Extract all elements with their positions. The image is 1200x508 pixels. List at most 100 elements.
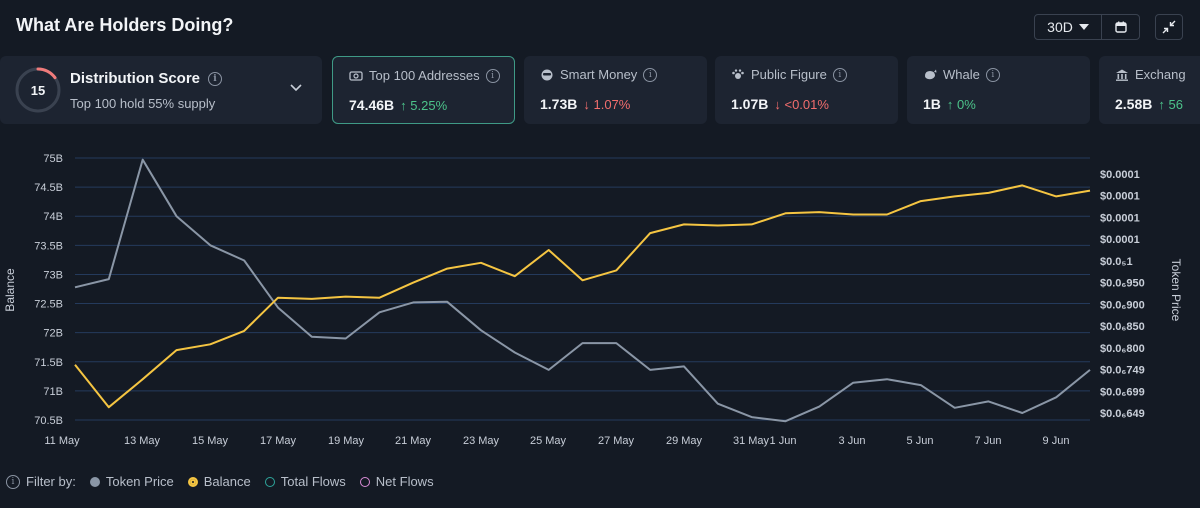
y-tick-label: 74.5B <box>34 182 63 194</box>
card-exchange[interactable]: Exchang 2.58B ↑ 56 <box>1099 56 1200 124</box>
collapse-button[interactable] <box>1155 14 1183 40</box>
x-tick-label: 9 Jun <box>1043 435 1070 447</box>
arrow-down-icon: ↓ <box>583 97 590 112</box>
y2-tick-label: $0.0₆649 <box>1100 408 1145 420</box>
x-tick-label: 29 May <box>666 435 703 447</box>
y2-tick-label: $0.0001 <box>1100 212 1140 224</box>
filter-item-label: Token Price <box>105 474 174 489</box>
filter-item-label: Net Flows <box>375 474 434 489</box>
y-tick-label: 73B <box>43 269 63 281</box>
y-tick-label: 75B <box>43 153 63 165</box>
distribution-score-title: Distribution Score i <box>70 70 223 87</box>
caret-down-icon <box>1078 24 1089 30</box>
card-change-value: 1.07% <box>593 97 631 112</box>
filter-bar: i Filter by: Token Price Balance Total F… <box>6 474 434 489</box>
y2-axis-title: Token Price <box>1169 259 1183 322</box>
filter-item-label: Balance <box>203 474 251 489</box>
card-label: Smart Money <box>560 67 638 82</box>
card-label-row: Whale i <box>923 67 1000 82</box>
x-tick-label: 21 May <box>395 435 432 447</box>
info-icon[interactable]: i <box>208 71 223 86</box>
card-change-value: 0% <box>957 97 976 112</box>
page-title: What Are Holders Doing? <box>16 15 234 35</box>
filter-balance[interactable]: Balance <box>187 474 251 489</box>
card-value-row: 1.07B ↓ <0.01% <box>731 96 829 112</box>
card-whale[interactable]: Whale i 1B ↑ 0% <box>907 56 1090 124</box>
card-top-100-addresses[interactable]: Top 100 Addresses i 74.46B ↑ 5.25% <box>332 56 515 124</box>
info-icon[interactable]: i <box>6 474 20 489</box>
card-change: ↑ 56 <box>1158 97 1183 112</box>
holders-line-chart: 75B 74.5B 74B 73.5B 73B 72.5B 72B 71.5B 71B 70.5B… <box>3 153 1183 447</box>
card-change: ↑ 5.25% <box>400 98 447 113</box>
card-value: 1B <box>923 96 941 112</box>
y-tick-label: 74B <box>43 211 63 223</box>
y-tick-label: 72B <box>43 328 63 340</box>
public-figure-icon <box>732 68 744 79</box>
card-value: 1.73B <box>540 96 578 112</box>
token-price-line <box>74 158 1091 423</box>
y2-tick-label: $0.0001 <box>1100 191 1140 203</box>
x-tick-label: 7 Jun <box>975 435 1002 447</box>
score-value: 15 <box>31 83 45 98</box>
y2-tick-label: $0.0₆699 <box>1100 386 1145 398</box>
wallet-icon <box>349 70 363 81</box>
collapse-arrows-icon <box>1162 20 1176 34</box>
net-flows-legend-dot <box>359 476 370 487</box>
card-value-row: 1.73B ↓ 1.07% <box>540 96 630 112</box>
calendar-button[interactable] <box>1102 15 1139 39</box>
exchange-icon <box>1116 69 1128 81</box>
filter-net-flows[interactable]: Net Flows <box>359 474 434 489</box>
y2-tick-label: $0.0₆950 <box>1100 278 1145 290</box>
distribution-subtitle: Top 100 hold 55% supply <box>70 96 216 111</box>
card-value: 2.58B <box>1115 96 1153 112</box>
card-label: Exchang <box>1135 67 1186 82</box>
filter-token-price[interactable]: Token Price <box>89 474 174 489</box>
card-change: ↑ 0% <box>947 97 976 112</box>
filter-total-flows[interactable]: Total Flows <box>264 474 346 489</box>
filter-label: Filter by: <box>26 474 76 489</box>
x-tick-label: 19 May <box>328 435 365 447</box>
y-tick-label: 70.5B <box>34 415 63 427</box>
balance-line <box>74 184 1091 409</box>
arrow-up-icon: ↑ <box>1158 97 1165 112</box>
info-icon[interactable]: i <box>643 67 658 82</box>
card-change-value: 5.25% <box>410 98 448 113</box>
date-range-control: 30D <box>1034 14 1140 40</box>
score-ring: 15 <box>15 67 61 113</box>
card-label: Whale <box>943 67 980 82</box>
balance-legend-dot <box>187 476 198 487</box>
x-tick-label: 17 May <box>260 435 297 447</box>
info-icon[interactable]: i <box>485 68 500 83</box>
smart-money-icon <box>541 69 553 80</box>
token-price-legend-dot <box>89 476 100 487</box>
arrow-up-icon: ↑ <box>400 98 407 113</box>
x-tick-label: 3 Jun <box>839 435 866 447</box>
card-smart-money[interactable]: Smart Money i 1.73B ↓ 1.07% <box>524 56 707 124</box>
card-label-row: Smart Money i <box>540 67 658 82</box>
arrow-down-icon: ↓ <box>774 97 781 112</box>
y2-tick-label: $0.0₆800 <box>1100 343 1145 355</box>
range-select-value: 30D <box>1047 19 1073 35</box>
distribution-score-card[interactable]: 15 Distribution Score i Top 100 hold 55%… <box>0 56 322 124</box>
info-icon[interactable]: i <box>832 67 847 82</box>
x-tick-label: 25 May <box>530 435 567 447</box>
y2-tick-label: $0.0₆749 <box>1100 365 1145 377</box>
range-select[interactable]: 30D <box>1035 15 1102 39</box>
x-tick-label: 5 Jun <box>907 435 934 447</box>
card-value-row: 2.58B ↑ 56 <box>1115 96 1183 112</box>
chevron-down-icon[interactable] <box>290 84 302 92</box>
filter-label-group: i Filter by: <box>6 474 76 489</box>
card-public-figure[interactable]: Public Figure i 1.07B ↓ <0.01% <box>715 56 898 124</box>
calendar-icon <box>1114 21 1127 33</box>
y-tick-label: 73.5B <box>34 240 63 252</box>
y-tick-label: 71B <box>43 386 63 398</box>
total-flows-legend-dot <box>264 476 275 487</box>
info-icon[interactable]: i <box>985 67 1000 82</box>
y-tick-label: 72.5B <box>34 299 63 311</box>
y2-tick-label: $0.0₆900 <box>1100 299 1145 311</box>
arrow-up-icon: ↑ <box>946 97 954 112</box>
y2-tick-label: $0.0₅1 <box>1100 256 1133 268</box>
card-value-row: 74.46B ↑ 5.25% <box>349 97 447 113</box>
x-tick-label: 23 May <box>463 435 500 447</box>
x-tick-label: 13 May <box>124 435 161 447</box>
